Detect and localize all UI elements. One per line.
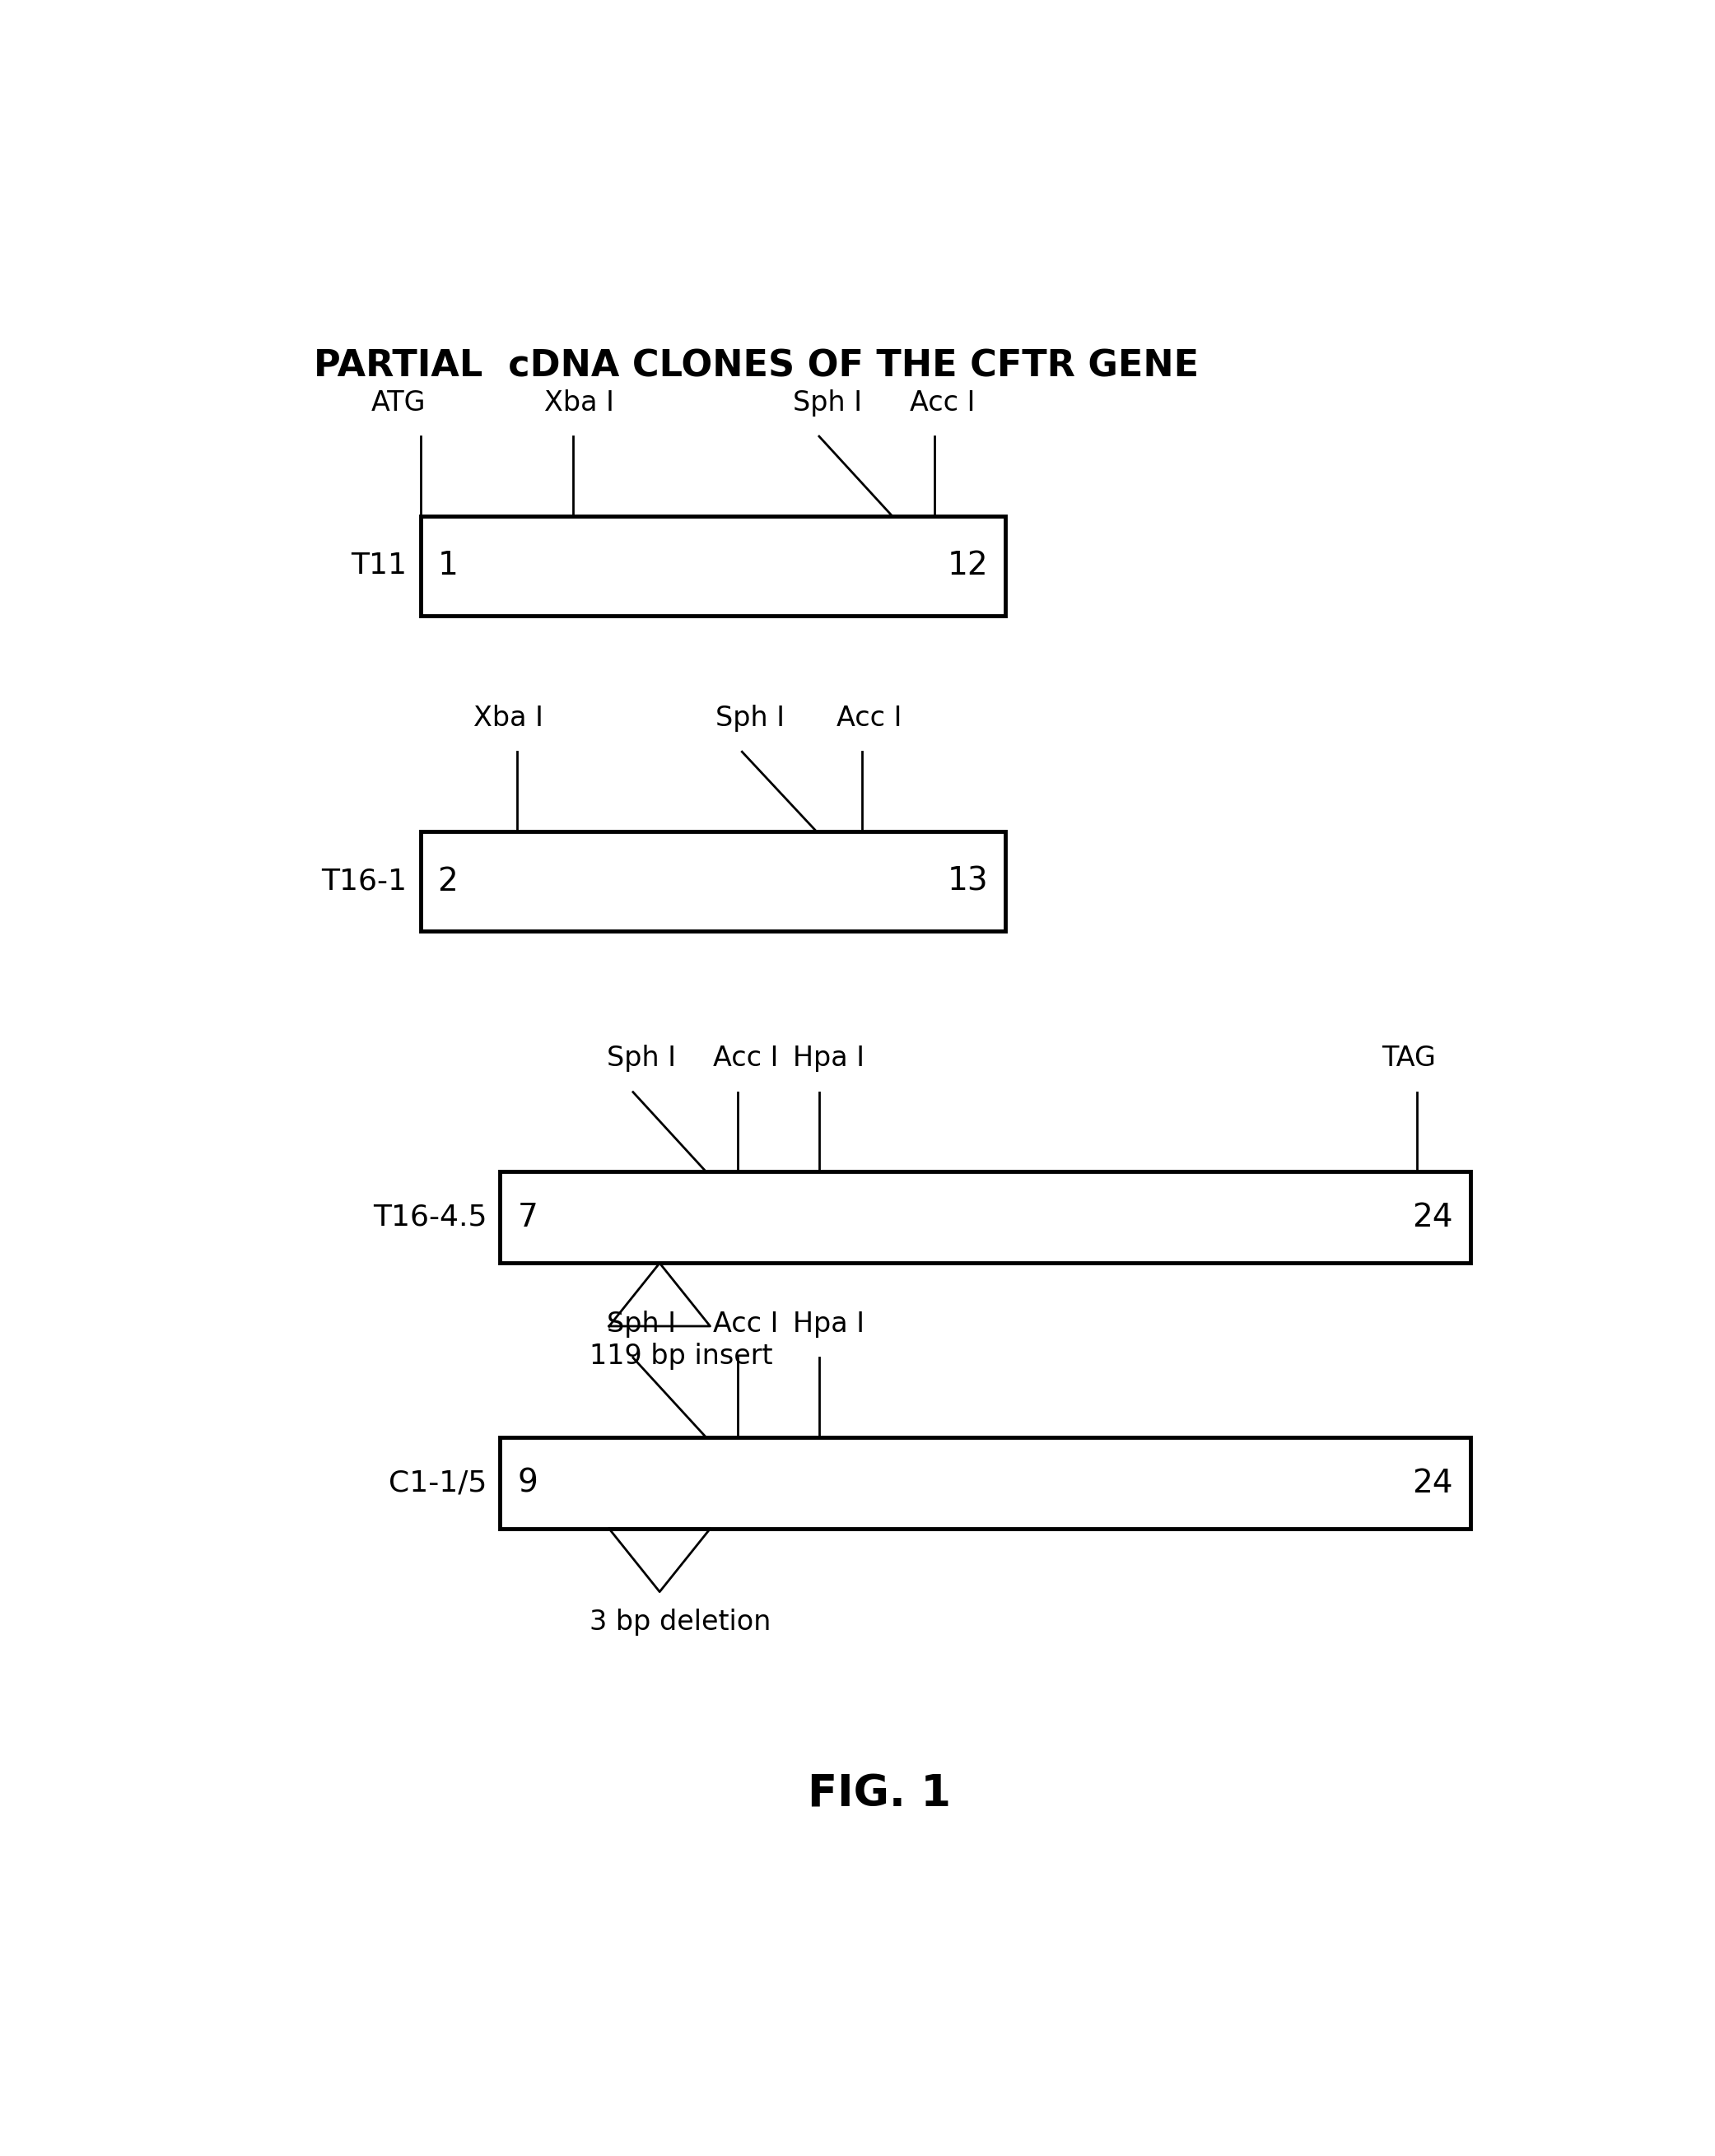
Text: Acc I: Acc I (713, 1046, 779, 1072)
Text: 24: 24 (1413, 1201, 1453, 1233)
Text: 3 bp deletion: 3 bp deletion (590, 1608, 770, 1636)
Text: T11: T11 (352, 552, 406, 580)
Bar (501, 1173, 1470, 1263)
Bar (420, 832, 1005, 931)
Text: 9: 9 (518, 1468, 539, 1498)
Text: Hpa I: Hpa I (792, 1311, 864, 1337)
Text: Xba I: Xba I (473, 705, 544, 731)
Text: 24: 24 (1413, 1468, 1453, 1498)
Bar (420, 515, 1005, 617)
Text: Sph I: Sph I (715, 705, 785, 731)
Text: 119 bp insert: 119 bp insert (590, 1343, 772, 1369)
Text: 12: 12 (947, 550, 988, 582)
Text: Acc I: Acc I (713, 1311, 779, 1337)
Text: Sph I: Sph I (607, 1311, 676, 1337)
Text: C1-1/5: C1-1/5 (389, 1468, 487, 1496)
Text: TAG: TAG (1381, 1046, 1435, 1072)
Text: 7: 7 (518, 1201, 539, 1233)
Text: FIG. 1: FIG. 1 (808, 1772, 950, 1815)
Text: T16-1: T16-1 (321, 867, 406, 895)
Bar (501, 1438, 1470, 1529)
Text: Sph I: Sph I (607, 1046, 676, 1072)
Text: Xba I: Xba I (544, 390, 614, 416)
Text: 13: 13 (947, 865, 988, 897)
Text: 1: 1 (437, 550, 458, 582)
Text: Acc I: Acc I (837, 705, 902, 731)
Text: Hpa I: Hpa I (792, 1046, 864, 1072)
Text: 2: 2 (437, 865, 458, 897)
Text: Acc I: Acc I (909, 390, 974, 416)
Text: PARTIAL  cDNA CLONES OF THE CFTR GENE: PARTIAL cDNA CLONES OF THE CFTR GENE (314, 349, 1199, 384)
Text: T16-4.5: T16-4.5 (372, 1203, 487, 1231)
Text: Sph I: Sph I (792, 390, 861, 416)
Text: ATG: ATG (370, 390, 425, 416)
